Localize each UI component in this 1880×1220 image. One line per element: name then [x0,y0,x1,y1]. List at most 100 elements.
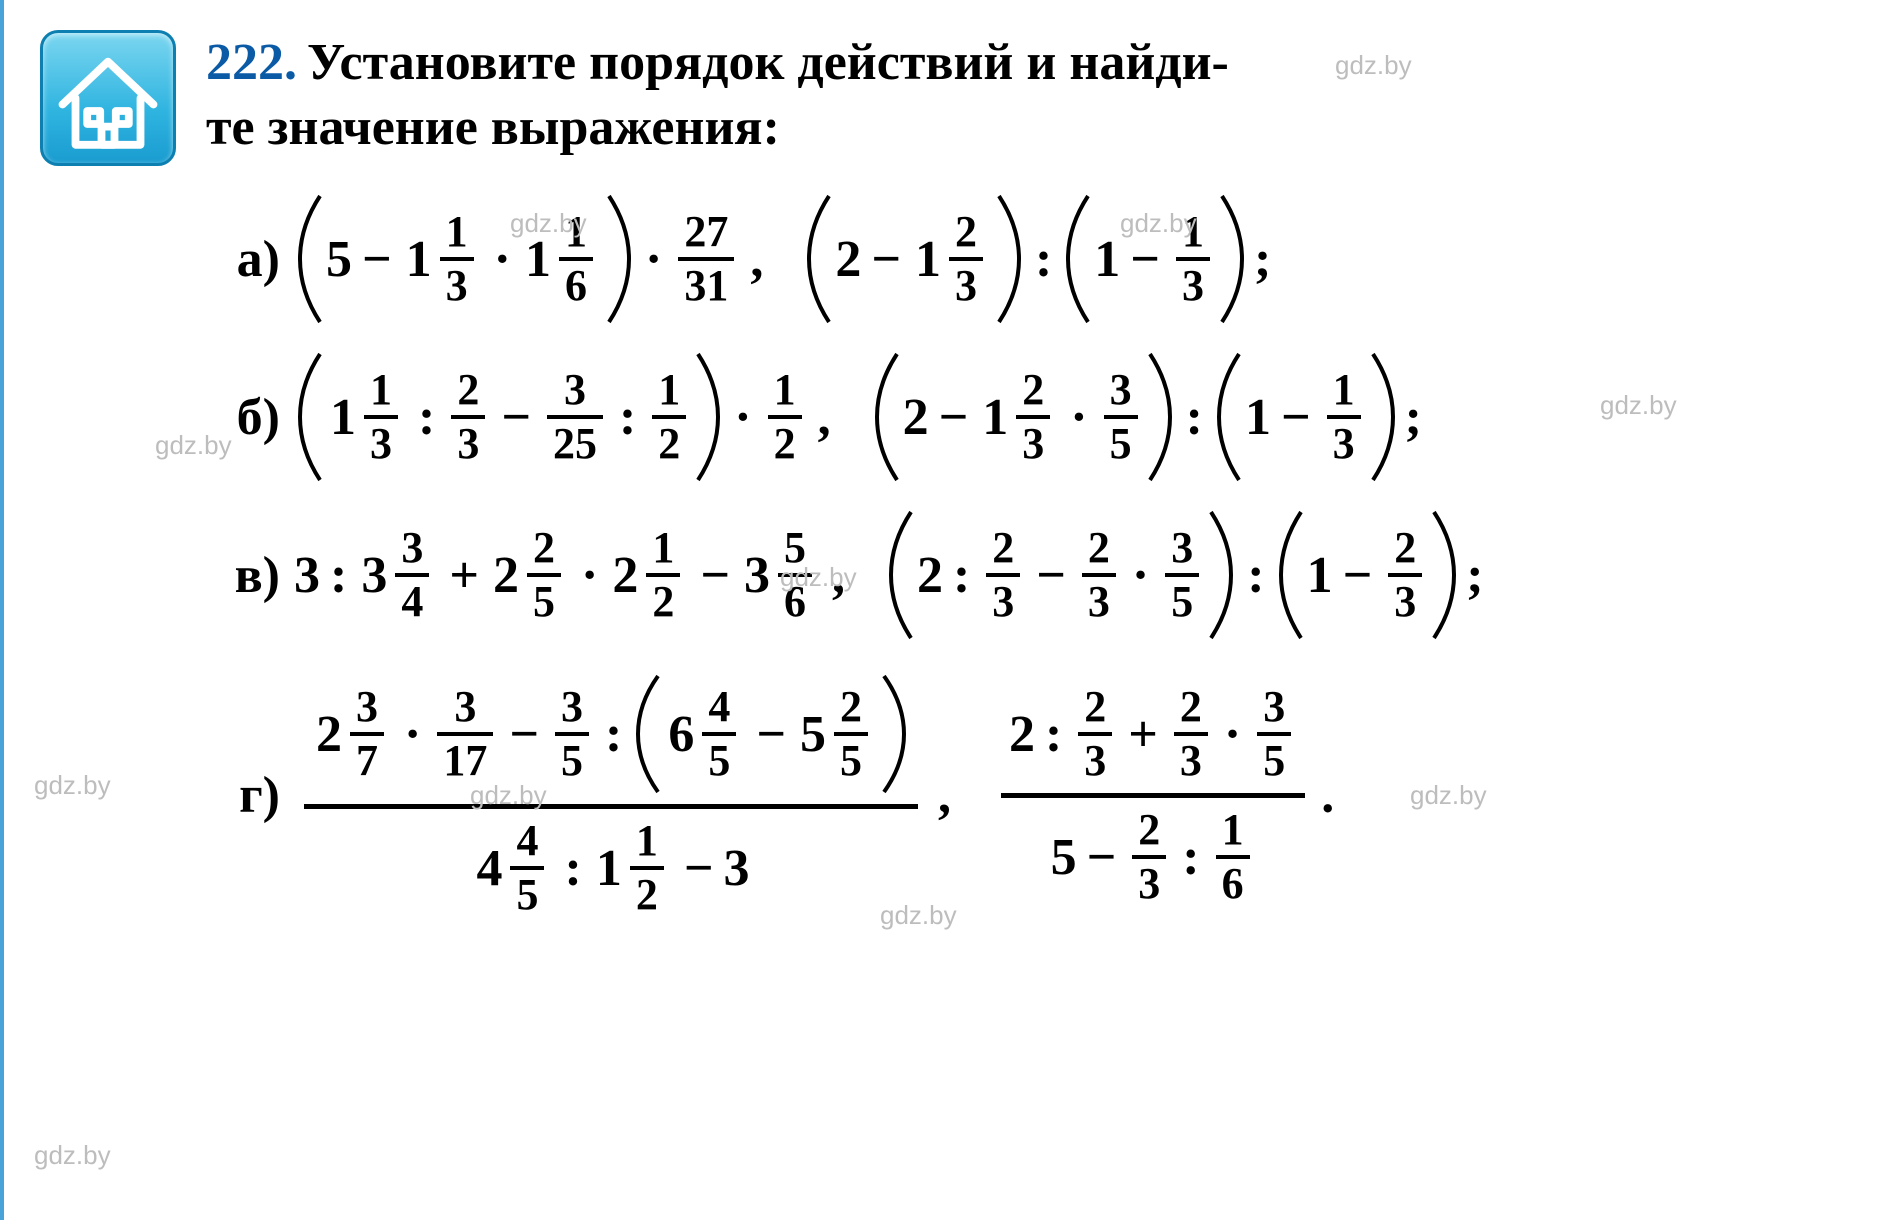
separator: , [750,230,763,289]
expression2: 2:23+23·35 5−23:16 [991,679,1315,912]
operator: : [1186,388,1203,447]
fraction: 35 [1165,526,1199,624]
fraction: 45 [510,819,544,917]
mixed-number: 334 [361,526,435,624]
operator: · [494,230,511,289]
mixed-number: 123 [915,210,989,308]
operator: · [1132,546,1149,605]
operator: : [1182,828,1199,887]
fraction: 35 [1257,685,1291,783]
operator: − [1343,546,1373,605]
operator: + [449,546,479,605]
operator: − [1087,828,1117,887]
number: 2 [917,546,943,605]
operator: · [404,705,421,764]
parentheses: 113:23−325:12 [298,352,720,482]
operator: − [1281,388,1311,447]
parentheses: 2:23−23·35 [889,510,1233,640]
operator: · [1224,705,1241,764]
watermark: gdz.by [34,770,111,801]
title-line1: Установите порядок действий и найди- [307,34,1229,91]
operator: · [581,546,598,605]
fraction: 23 [1082,526,1116,624]
fraction: 12 [652,368,686,466]
expression1: 5−113·116 ·2731 [294,194,740,324]
fraction: 23 [986,526,1020,624]
fraction: 325 [547,368,603,466]
operator: − [1036,546,1066,605]
operator: : [564,839,581,898]
title-line2: те значение выражения: [206,99,780,156]
mixed-number: 225 [493,526,567,624]
operator: · [645,230,662,289]
operator: + [1128,705,1158,764]
big-fraction: 2:23+23·35 5−23:16 [1001,679,1305,912]
terminator: ; [1405,388,1422,447]
item-label: в) [210,546,280,605]
operator: − [700,546,730,605]
fraction: 34 [395,526,429,624]
operator: : [1035,230,1052,289]
operator: : [1045,705,1062,764]
number: 3 [294,546,320,605]
item-label: г) [210,766,280,825]
operator: : [953,546,970,605]
expression2: 2:23−23·35 : 1−23 [885,510,1460,640]
mixed-number: 212 [612,526,686,624]
number: 5 [1051,828,1077,887]
fraction: 23 [949,210,983,308]
item-row: а) 5−113·116 ·2731, 2−123 : 1−13 ; [210,194,1840,324]
separator: , [818,388,831,447]
number: 1 [1245,388,1271,447]
fraction: 23 [1016,368,1050,466]
fraction: 13 [1176,210,1210,308]
separator: , [832,546,845,605]
fraction: 12 [646,526,680,624]
operator: − [1130,230,1160,289]
operator: − [684,839,714,898]
fraction: 16 [559,210,593,308]
fraction: 13 [1327,368,1361,466]
mixed-number: 445 [476,819,550,917]
item-label: б) [210,388,280,447]
fraction: 13 [364,368,398,466]
fraction: 2731 [678,210,734,308]
terminator: . [1321,766,1334,825]
expression1: 113:23−325:12 ·12 [294,352,808,482]
operator: − [509,705,539,764]
expression2: 2−123 : 1−13 [803,194,1248,324]
mixed-number: 113 [330,368,404,466]
number: 3 [723,839,749,898]
parentheses: 1−13 [1066,194,1244,324]
fraction: 23 [451,368,485,466]
fraction: 13 [440,210,474,308]
fraction: 35 [1104,368,1138,466]
expression2: 2−123·35 : 1−13 [871,352,1399,482]
number: 5 [326,230,352,289]
item-row: г) 237·317−35: 645−525 445:112−3 , 2:23+… [210,668,1840,923]
number: 2 [1009,705,1035,764]
mixed-number: 645 [668,685,742,783]
operator: · [734,388,751,447]
operator: : [619,388,636,447]
fraction: 23 [1132,808,1166,906]
mixed-number: 113 [406,210,480,308]
operator: − [939,388,969,447]
fraction: 12 [768,368,802,466]
parentheses: 1−13 [1217,352,1395,482]
operator: − [501,388,531,447]
item-row: в)3:334+225·212−356, 2:23−23·35 : 1−23 ; [210,510,1840,640]
operator: − [871,230,901,289]
fraction: 12 [630,819,664,917]
fraction: 23 [1078,685,1112,783]
operator: · [1070,388,1087,447]
fraction: 16 [1216,808,1250,906]
mixed-number: 112 [596,819,670,917]
fraction: 317 [437,685,493,783]
item-row: б) 113:23−325:12 ·12, 2−123·35 : 1−13 ; [210,352,1840,482]
expression1: 3:334+225·212−356 [294,526,822,624]
mixed-number: 123 [982,368,1056,466]
operator: : [605,705,622,764]
parentheses: 645−525 [636,674,906,794]
mixed-number: 116 [525,210,599,308]
